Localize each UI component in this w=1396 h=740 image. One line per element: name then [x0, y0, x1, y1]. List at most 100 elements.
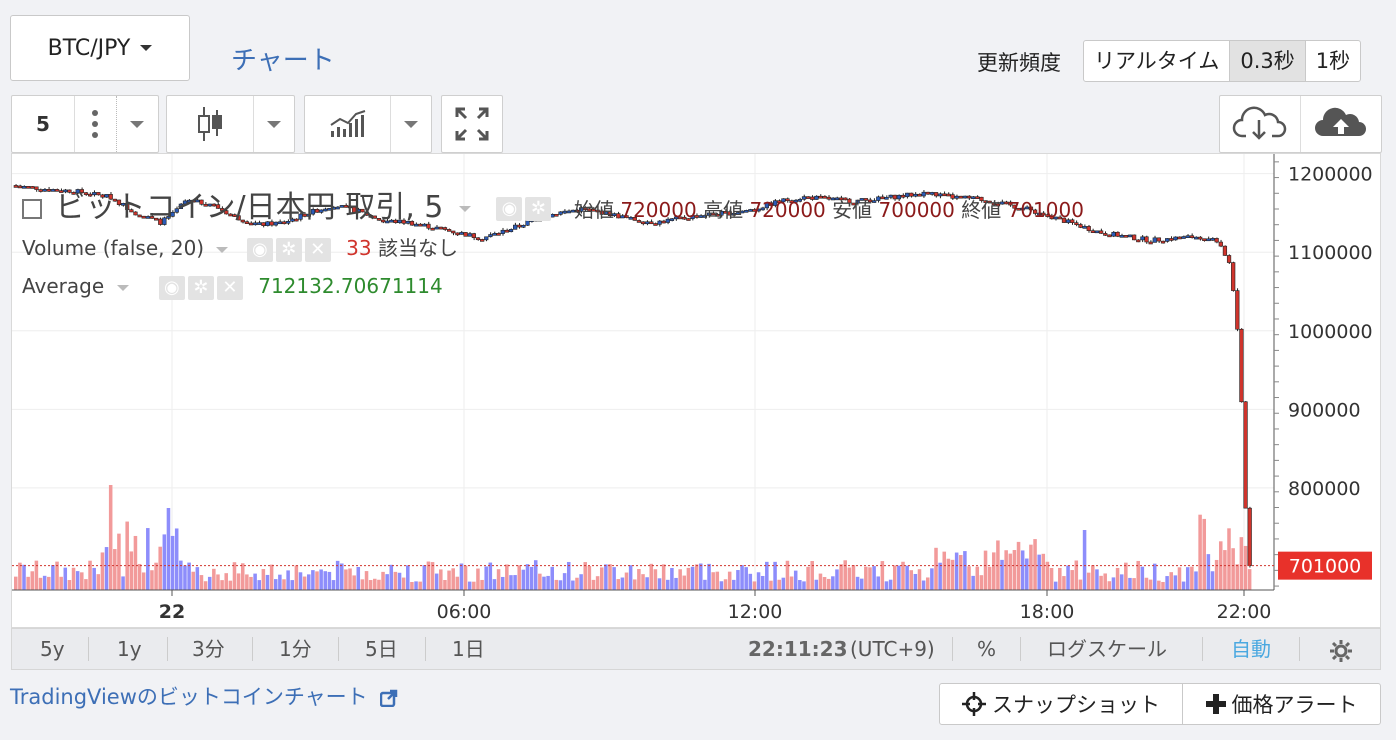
range-1day[interactable]: 1日	[452, 637, 485, 661]
gear-icon[interactable]	[1329, 629, 1353, 669]
tradingview-link[interactable]: TradingViewのビットコインチャート	[10, 681, 398, 711]
cloud-download-icon[interactable]	[1220, 96, 1300, 152]
candle	[665, 218, 670, 223]
volume-bar	[80, 572, 84, 590]
volume-bar	[150, 570, 154, 590]
range-1min[interactable]: 1分	[279, 637, 312, 661]
volume-bar	[777, 579, 781, 590]
candle	[67, 189, 72, 193]
candle	[595, 209, 600, 213]
more-vertical-icon[interactable]	[74, 96, 116, 152]
freq-1s[interactable]: 1秒	[1304, 41, 1360, 81]
volume-bar	[789, 576, 794, 590]
candlestick-icon[interactable]	[167, 96, 253, 152]
chevron-down-icon[interactable]	[216, 246, 229, 253]
candle	[480, 239, 485, 242]
high-value: 720000	[749, 198, 826, 222]
snapshot-button[interactable]: スナップショット	[939, 683, 1183, 725]
volume-bar	[104, 547, 109, 590]
volume-bar	[1157, 580, 1161, 590]
volume-bar	[133, 535, 138, 590]
low-label: 安値	[832, 198, 873, 222]
candle	[1148, 241, 1153, 245]
pair-selector[interactable]: BTC/JPY	[10, 15, 190, 81]
volume-bar	[319, 569, 323, 590]
indicators-dropdown-icon[interactable]	[390, 96, 432, 152]
range-3min[interactable]: 3分	[192, 637, 225, 661]
volume-bar	[1190, 566, 1194, 590]
eye-icon[interactable]: ◉	[246, 237, 273, 262]
freq-0-3s[interactable]: 0.3秒	[1229, 41, 1305, 81]
volume-bar	[302, 576, 307, 590]
close-icon[interactable]: ✕	[304, 237, 331, 262]
volume-bar	[1202, 518, 1207, 590]
chart-canvas[interactable]: 1200000 1100000 1000000 900000 800000 22 06:00…	[12, 154, 1380, 627]
fullscreen-button[interactable]	[441, 95, 503, 153]
volume-bar	[34, 560, 39, 590]
volume-bar	[381, 571, 385, 590]
candle	[554, 213, 559, 217]
candle	[17, 185, 23, 189]
range-5day[interactable]: 5日	[365, 637, 398, 661]
range-5y[interactable]: 5y	[40, 637, 65, 661]
log-scale-toggle[interactable]: ログスケール	[1047, 637, 1167, 661]
chart-link[interactable]: チャート	[231, 46, 335, 76]
volume-bar	[1181, 581, 1186, 590]
candle	[401, 219, 406, 224]
candle	[661, 220, 666, 224]
gear-icon[interactable]: ✲	[187, 275, 214, 300]
volume-bar	[18, 562, 22, 590]
freq-realtime[interactable]: リアルタイム	[1094, 49, 1220, 73]
volume-bar	[1161, 581, 1165, 590]
chevron-down-icon[interactable]	[458, 205, 471, 212]
gear-icon[interactable]: ✲	[275, 237, 302, 262]
eye-icon[interactable]: ◉	[496, 196, 523, 221]
timezone[interactable]: (UTC+9)	[850, 637, 935, 661]
close-icon[interactable]: ✕	[216, 275, 243, 300]
candle	[463, 232, 468, 237]
volume-bar	[847, 567, 852, 590]
chart-type-dropdown-icon[interactable]	[253, 96, 295, 152]
chevron-down-icon[interactable]	[116, 284, 129, 291]
indicators-icon[interactable]	[305, 96, 390, 152]
candle	[513, 224, 518, 230]
candle	[1119, 235, 1124, 238]
volume-bar	[979, 575, 984, 590]
auto-scale-toggle[interactable]: 自動	[1231, 637, 1271, 661]
candle	[521, 224, 526, 228]
candle	[682, 216, 687, 220]
candle	[125, 203, 130, 210]
candle	[488, 234, 493, 238]
cloud-toolbar	[1219, 95, 1382, 153]
candle	[979, 196, 984, 201]
volume-bar	[550, 566, 554, 590]
percent-toggle[interactable]: %	[977, 637, 997, 661]
price-alert-button[interactable]: 価格アラート	[1182, 683, 1381, 725]
interval-value[interactable]: 5	[36, 112, 50, 136]
volume-bar	[909, 570, 914, 590]
interval-dropdown-icon[interactable]	[116, 96, 158, 152]
candle	[413, 223, 419, 227]
fullscreen-icon	[442, 96, 502, 152]
range-1y[interactable]: 1y	[117, 637, 142, 661]
volume-bar	[1132, 578, 1136, 590]
candle	[896, 194, 902, 200]
candle	[356, 208, 361, 213]
gear-icon[interactable]: ✲	[525, 196, 552, 221]
candle	[1169, 238, 1174, 241]
volume-bar	[236, 573, 241, 590]
eye-icon[interactable]: ◉	[158, 275, 185, 300]
candle	[149, 216, 155, 219]
price-chart[interactable]: 1200000 1100000 1000000 900000 800000 22 06:00…	[11, 153, 1381, 628]
candle	[1004, 201, 1009, 205]
candle	[319, 209, 324, 213]
volume-bar	[1095, 569, 1099, 590]
candle	[719, 211, 724, 216]
average-label: Average	[22, 274, 105, 298]
candle	[624, 215, 629, 218]
cloud-upload-icon[interactable]	[1300, 96, 1381, 152]
volume-bar	[1086, 572, 1091, 590]
collapse-icon[interactable]	[22, 198, 42, 219]
candle	[257, 222, 262, 225]
volume-bar	[278, 574, 282, 590]
